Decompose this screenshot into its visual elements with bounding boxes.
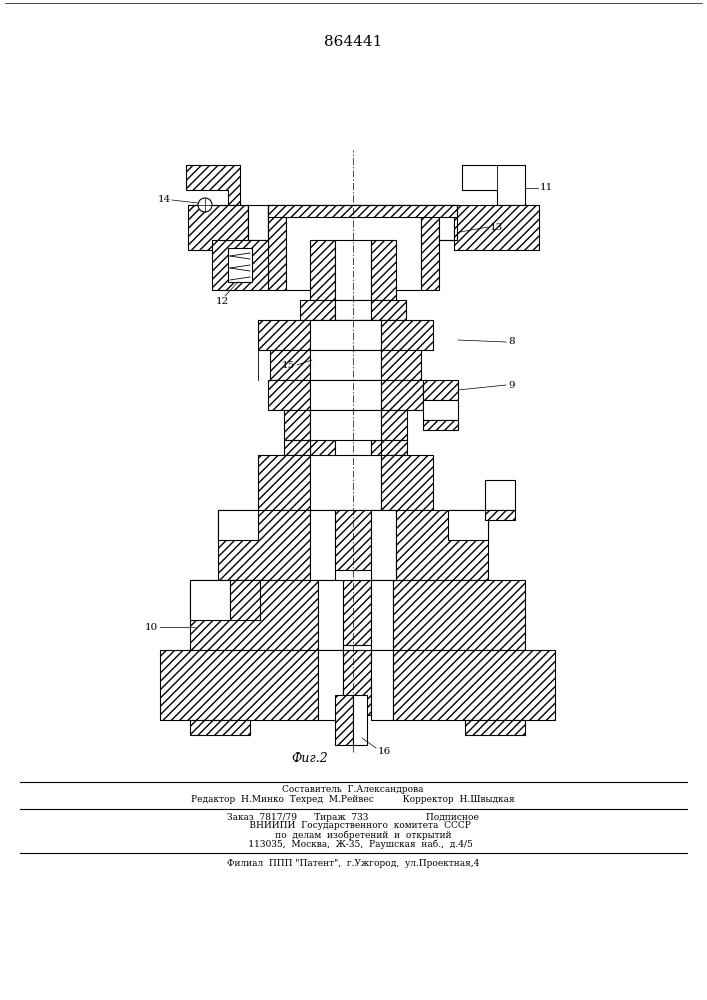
Bar	[343, 580, 371, 645]
Circle shape	[198, 198, 212, 212]
Bar	[371, 510, 396, 580]
Text: ВНИИПИ  Государственного  комитета  СССР: ВНИИПИ Государственного комитета СССР	[235, 822, 471, 830]
Bar	[188, 205, 248, 250]
Bar	[310, 320, 335, 510]
Bar	[381, 380, 423, 410]
Bar	[335, 510, 371, 570]
Bar	[485, 480, 515, 510]
Bar	[284, 440, 310, 455]
Bar	[423, 400, 458, 420]
Bar	[371, 650, 393, 720]
Bar	[371, 300, 406, 320]
Text: 9: 9	[508, 380, 515, 389]
Polygon shape	[186, 165, 240, 205]
Text: Заказ  7817/79      Тираж  733                    Подписное: Заказ 7817/79 Тираж 733 Подписное	[227, 812, 479, 822]
Bar	[248, 205, 268, 240]
Bar	[381, 440, 407, 455]
Text: Фиг.2: Фиг.2	[291, 752, 328, 764]
Text: Редактор  Н.Минко  Техред  М.Рейвес          Корректор  Н.Швыдкая: Редактор Н.Минко Техред М.Рейвес Коррект…	[191, 796, 515, 804]
Bar	[310, 510, 335, 580]
Text: 11: 11	[540, 184, 554, 192]
Text: 864441: 864441	[324, 35, 382, 49]
Bar	[393, 650, 555, 720]
Bar	[439, 205, 454, 240]
Bar	[258, 455, 310, 510]
Bar	[396, 510, 488, 580]
Bar	[190, 720, 250, 735]
Bar	[310, 240, 335, 300]
Bar	[423, 380, 458, 400]
Bar	[286, 205, 421, 290]
Bar	[310, 380, 381, 410]
Bar	[300, 300, 335, 320]
Bar	[270, 350, 310, 380]
Bar	[318, 650, 343, 720]
Text: 16: 16	[378, 746, 391, 756]
Bar	[284, 410, 310, 440]
Bar	[268, 380, 310, 410]
Bar	[335, 240, 371, 300]
Bar	[485, 510, 515, 520]
Bar	[423, 420, 458, 430]
Bar	[160, 650, 318, 720]
Bar	[353, 695, 367, 745]
Text: по  делам  изобретений  и  открытий: по делам изобретений и открытий	[255, 830, 451, 840]
Bar	[218, 510, 258, 540]
Bar	[268, 205, 457, 217]
Bar	[381, 350, 421, 380]
Bar	[335, 320, 371, 510]
Bar	[421, 205, 439, 290]
Bar	[310, 410, 381, 440]
Bar	[310, 350, 381, 380]
Bar	[381, 455, 433, 510]
Bar	[371, 240, 396, 300]
Bar	[310, 320, 381, 350]
Bar	[448, 510, 488, 540]
Bar	[190, 580, 318, 650]
Text: 13: 13	[490, 223, 503, 232]
Bar	[371, 580, 393, 650]
Text: Составитель  Г.Александрова: Составитель Г.Александрова	[282, 786, 423, 794]
Text: 10: 10	[145, 622, 158, 632]
Bar	[335, 695, 353, 745]
Text: 15: 15	[282, 360, 295, 369]
Bar	[393, 580, 525, 650]
Text: 12: 12	[216, 298, 228, 306]
Bar	[371, 320, 396, 510]
Bar	[228, 248, 252, 282]
Bar	[212, 240, 268, 290]
Text: 8: 8	[508, 338, 515, 347]
Bar	[310, 455, 381, 510]
Bar	[268, 205, 286, 290]
Bar	[318, 580, 343, 650]
Bar	[258, 320, 310, 350]
Bar	[335, 300, 371, 320]
Bar	[230, 580, 260, 620]
Bar	[218, 510, 310, 580]
Polygon shape	[462, 165, 525, 205]
Text: Филиал  ППП "Патент",  г.Ужгород,  ул.Проектная,4: Филиал ППП "Патент", г.Ужгород, ул.Проек…	[227, 859, 479, 868]
Text: 113035,  Москва,  Ж-35,  Раушская  наб.,  д.4/5: 113035, Москва, Ж-35, Раушская наб., д.4…	[233, 839, 472, 849]
Bar	[381, 410, 407, 440]
Bar	[454, 205, 539, 250]
Bar	[465, 720, 525, 735]
Text: 14: 14	[158, 196, 171, 205]
Bar	[343, 650, 371, 715]
Bar	[190, 580, 230, 620]
Bar	[381, 320, 433, 350]
